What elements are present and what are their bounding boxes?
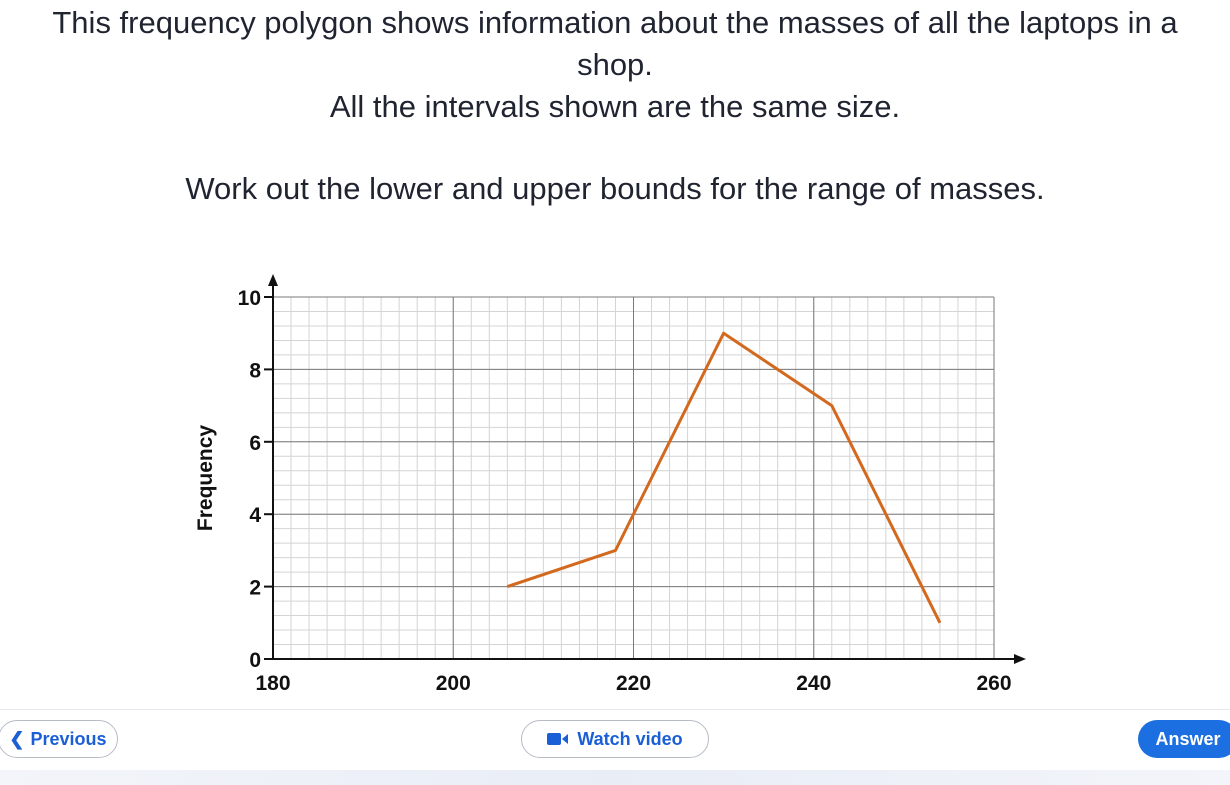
y-tick-label: 4 (249, 504, 261, 527)
x-tick-label: 200 (436, 672, 471, 695)
y-tick-label: 6 (249, 432, 261, 455)
y-tick-label: 10 (238, 287, 261, 310)
previous-button[interactable]: ❮ Previous (0, 720, 118, 758)
y-axis-label: Frequency (194, 425, 217, 532)
frequency-polygon (506, 331, 942, 624)
y-tick-label: 0 (249, 649, 261, 672)
x-tick-label: 240 (796, 672, 831, 695)
y-axis-arrow (268, 274, 278, 286)
watch-video-button[interactable]: Watch video (521, 720, 709, 758)
question-intro: This frequency polygon shows information… (52, 5, 1178, 82)
divider (0, 709, 1230, 710)
video-icon (547, 733, 569, 745)
x-tick-label: 180 (255, 672, 290, 695)
x-axis-arrow (1014, 654, 1026, 664)
question-note: All the intervals shown are the same siz… (329, 89, 901, 124)
question-task: Work out the lower and upper bounds for … (185, 171, 1045, 206)
watch-video-label: Watch video (577, 728, 683, 749)
x-tick-label: 220 (616, 672, 651, 695)
y-tick-label: 8 (249, 359, 261, 382)
previous-label: Previous (30, 728, 107, 749)
answer-label: Answer (1155, 728, 1221, 749)
chart: Frequency 180 200 220 240 260 0 2 4 6 8 10 (194, 274, 1026, 695)
footer-strip (0, 770, 1230, 785)
answer-button[interactable]: Answer (1138, 720, 1230, 758)
y-tick-label: 2 (249, 577, 261, 600)
x-tick-label: 260 (976, 672, 1011, 695)
